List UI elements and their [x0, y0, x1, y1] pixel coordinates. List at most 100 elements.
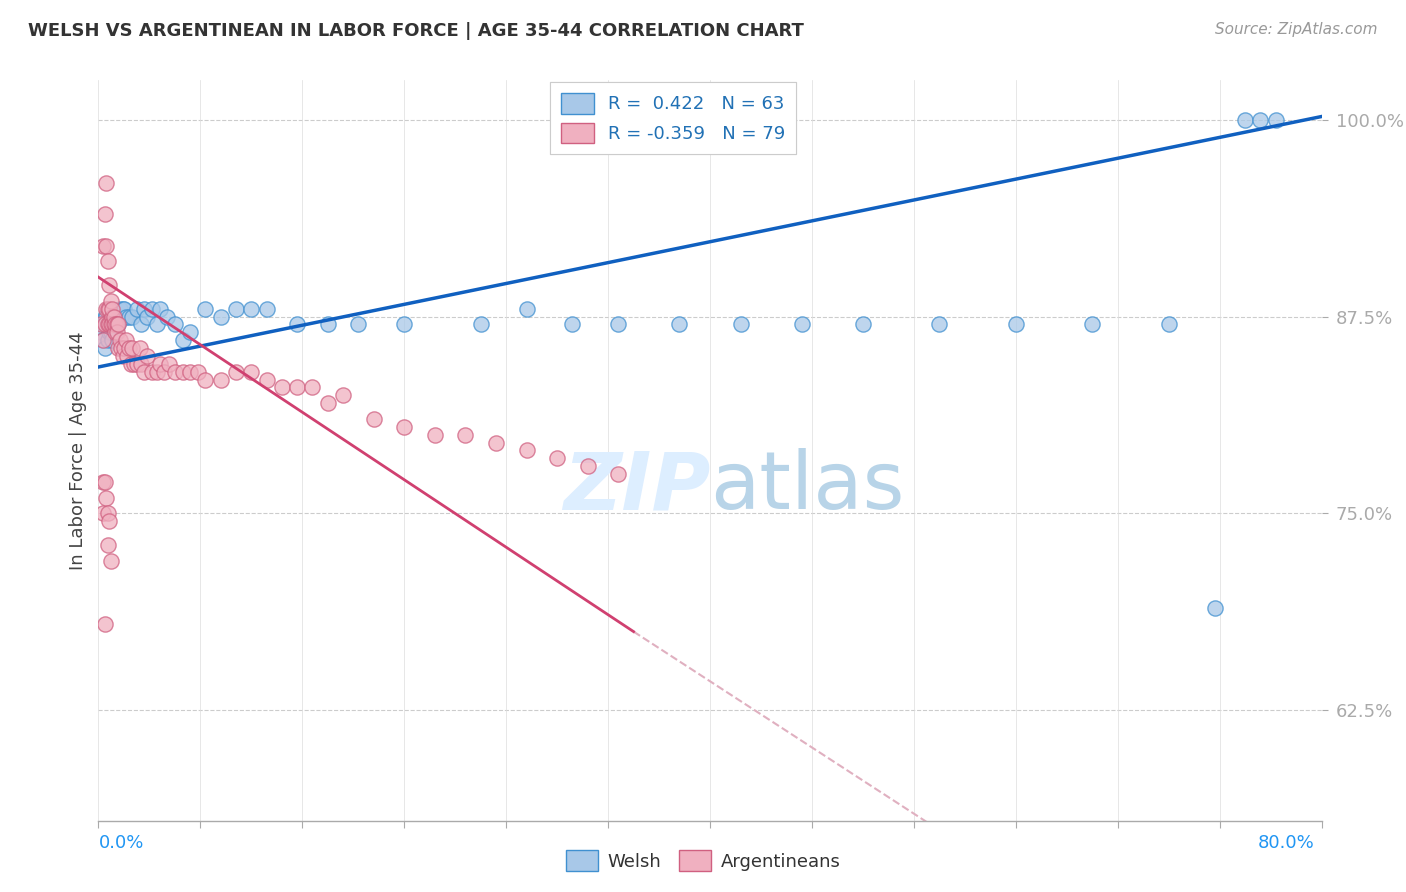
- Point: [1081, 318, 1104, 332]
- Point: [93, 475, 115, 489]
- Point: [470, 318, 492, 332]
- Point: [316, 318, 339, 332]
- Point: [104, 326, 127, 340]
- Point: [392, 318, 416, 332]
- Point: [105, 326, 128, 340]
- Point: [91, 333, 114, 347]
- Point: [104, 318, 127, 332]
- Point: [240, 365, 263, 379]
- Text: 0.0%: 0.0%: [98, 834, 143, 852]
- Point: [105, 318, 128, 332]
- Point: [100, 554, 122, 568]
- Point: [105, 318, 128, 332]
- Point: [1234, 112, 1257, 127]
- Point: [516, 443, 538, 458]
- Point: [112, 301, 135, 316]
- Point: [115, 310, 138, 324]
- Point: [111, 349, 134, 363]
- Point: [141, 301, 163, 316]
- Point: [129, 318, 152, 332]
- Point: [108, 333, 131, 347]
- Point: [270, 380, 292, 394]
- Point: [104, 318, 127, 332]
- Point: [392, 420, 416, 434]
- Point: [98, 514, 121, 528]
- Point: [101, 318, 124, 332]
- Point: [1204, 601, 1226, 615]
- Point: [928, 318, 950, 332]
- Point: [97, 507, 120, 521]
- Point: [163, 365, 186, 379]
- Point: [363, 412, 385, 426]
- Point: [125, 301, 148, 316]
- Point: [194, 301, 217, 316]
- Point: [172, 365, 194, 379]
- Point: [607, 467, 630, 481]
- Point: [101, 333, 124, 347]
- Point: [194, 373, 217, 387]
- Point: [90, 326, 112, 340]
- Point: [1004, 318, 1026, 332]
- Point: [98, 318, 121, 332]
- Point: [134, 365, 156, 379]
- Point: [285, 318, 308, 332]
- Point: [454, 427, 477, 442]
- Point: [209, 310, 232, 324]
- Point: [101, 301, 124, 316]
- Point: [93, 318, 115, 332]
- Point: [98, 278, 121, 293]
- Point: [607, 318, 630, 332]
- Legend: R =  0.422   N = 63, R = -0.359   N = 79: R = 0.422 N = 63, R = -0.359 N = 79: [550, 82, 796, 154]
- Point: [240, 301, 263, 316]
- Point: [347, 318, 370, 332]
- Point: [149, 357, 172, 371]
- Text: atlas: atlas: [710, 449, 904, 526]
- Point: [561, 318, 583, 332]
- Point: [110, 341, 132, 355]
- Point: [94, 310, 117, 324]
- Point: [91, 507, 114, 521]
- Point: [112, 341, 135, 355]
- Point: [576, 459, 599, 474]
- Point: [179, 365, 201, 379]
- Point: [98, 318, 121, 332]
- Y-axis label: In Labor Force | Age 35-44: In Labor Force | Age 35-44: [69, 331, 87, 570]
- Point: [145, 318, 167, 332]
- Point: [97, 254, 120, 268]
- Point: [108, 301, 131, 316]
- Point: [100, 293, 122, 308]
- Text: Source: ZipAtlas.com: Source: ZipAtlas.com: [1215, 22, 1378, 37]
- Point: [121, 341, 143, 355]
- Point: [93, 207, 115, 221]
- Point: [157, 357, 180, 371]
- Point: [128, 341, 150, 355]
- Point: [93, 341, 115, 355]
- Point: [93, 616, 115, 631]
- Point: [110, 310, 132, 324]
- Point: [111, 301, 134, 316]
- Point: [101, 310, 124, 324]
- Point: [316, 396, 339, 410]
- Point: [91, 475, 114, 489]
- Point: [163, 318, 186, 332]
- Text: 80.0%: 80.0%: [1258, 834, 1315, 852]
- Point: [332, 388, 354, 402]
- Point: [97, 318, 120, 332]
- Point: [103, 318, 125, 332]
- Point: [97, 318, 120, 332]
- Point: [120, 357, 142, 371]
- Point: [101, 310, 124, 324]
- Point: [97, 301, 120, 316]
- Point: [94, 238, 117, 252]
- Point: [145, 365, 167, 379]
- Point: [118, 310, 141, 324]
- Point: [285, 380, 308, 394]
- Point: [100, 310, 122, 324]
- Point: [225, 301, 247, 316]
- Point: [153, 365, 176, 379]
- Point: [103, 310, 125, 324]
- Point: [115, 333, 138, 347]
- Point: [256, 373, 278, 387]
- Point: [97, 538, 120, 552]
- Point: [179, 326, 201, 340]
